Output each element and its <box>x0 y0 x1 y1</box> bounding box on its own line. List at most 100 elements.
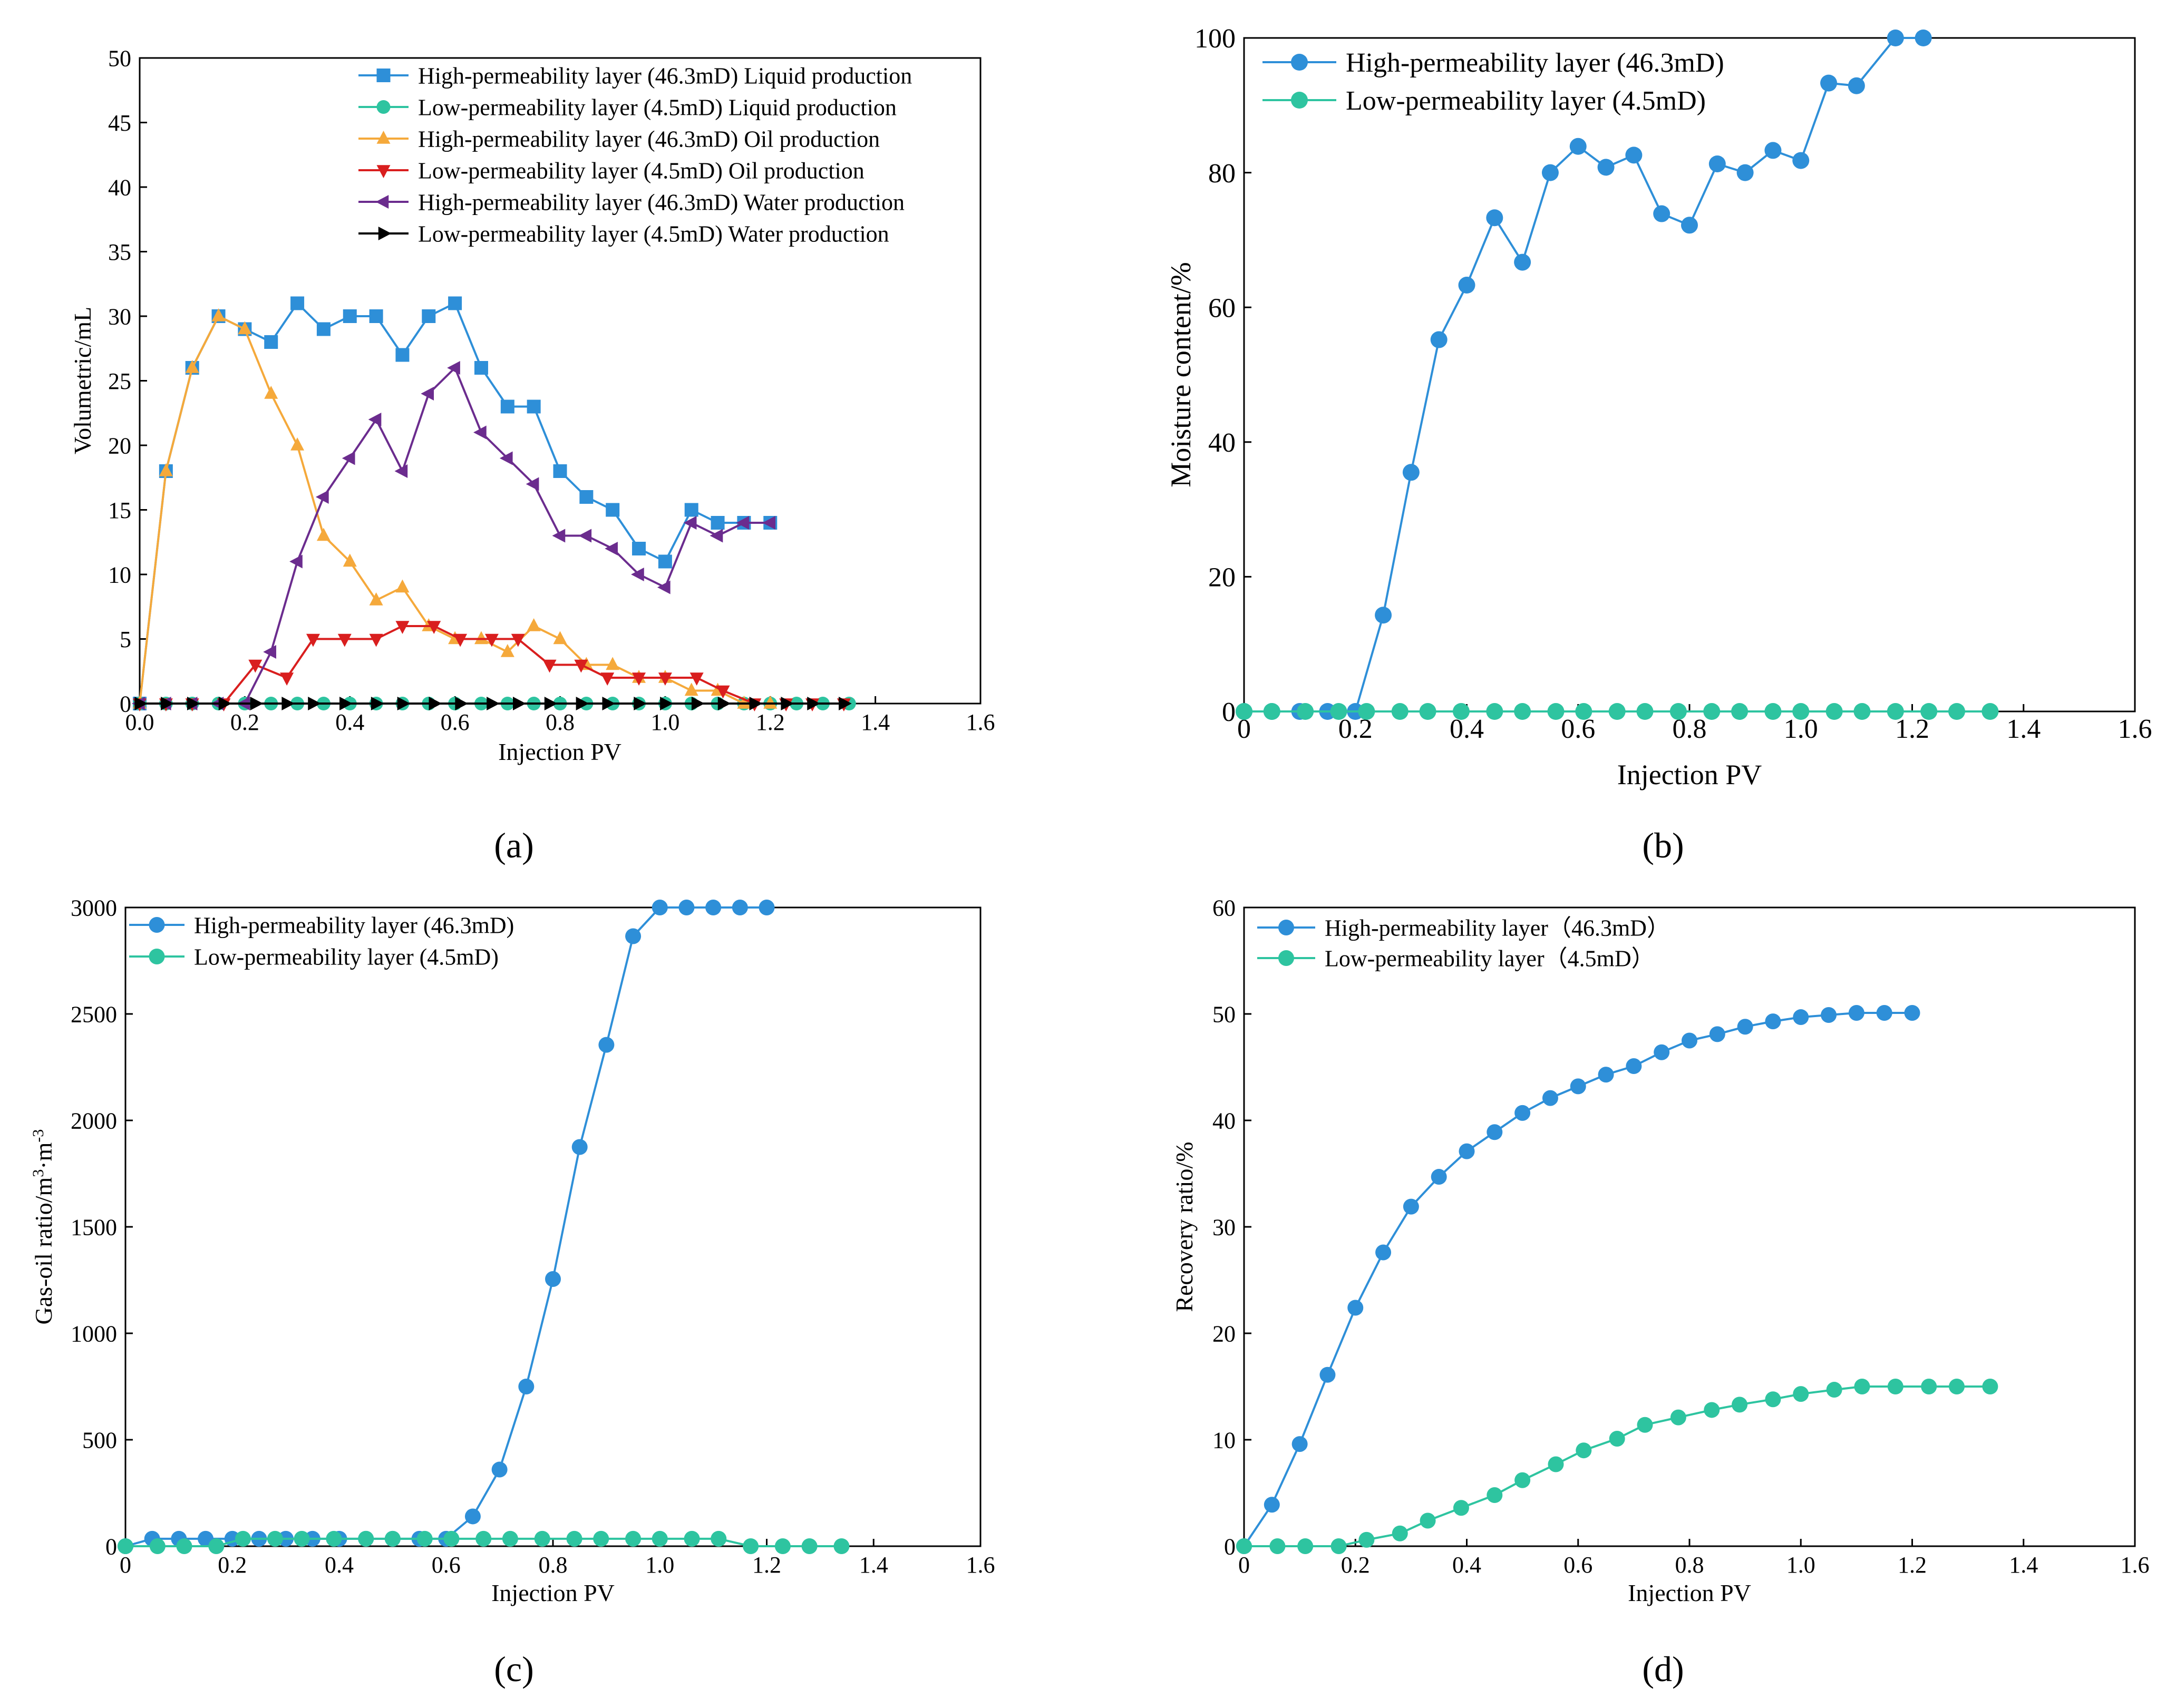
x-tick-label: 0.8 <box>546 709 575 735</box>
data-point <box>605 542 618 555</box>
data-point <box>1848 1004 1864 1021</box>
data-point <box>1709 1026 1725 1042</box>
data-point <box>369 309 383 323</box>
x-tick-label: 0.8 <box>1675 1552 1704 1578</box>
data-point <box>1887 703 1904 720</box>
data-point <box>1347 1300 1364 1316</box>
data-point <box>762 516 775 530</box>
data-point <box>1420 1512 1436 1529</box>
data-point <box>711 1530 727 1547</box>
legend-swatch-marker <box>376 165 391 178</box>
series-layer <box>1236 30 1999 720</box>
series-1 <box>133 296 778 710</box>
data-point <box>316 528 331 541</box>
y-tick-label: 0 <box>105 1534 117 1559</box>
y-tick-label: 50 <box>1212 1001 1236 1027</box>
data-point <box>513 697 526 710</box>
data-point <box>801 1538 818 1554</box>
data-point <box>395 621 410 634</box>
legend: High-permeability layer（46.3mD） Low-perme… <box>1257 915 1670 971</box>
data-point <box>500 644 514 657</box>
data-point <box>763 696 778 709</box>
y-axis-label-sup: 3 <box>30 1169 47 1177</box>
data-point <box>1792 703 1810 720</box>
x-tick-label: 0.6 <box>432 1552 461 1578</box>
data-point <box>1375 607 1392 624</box>
data-point <box>464 1508 481 1525</box>
data-point <box>781 697 794 710</box>
data-point <box>717 697 731 710</box>
data-point <box>1820 74 1838 92</box>
data-point <box>1392 1525 1408 1541</box>
data-point <box>371 697 384 710</box>
legend-label: High-permeability layer (46.3mD) Liquid … <box>418 63 912 89</box>
data-point <box>149 1538 166 1554</box>
x-tick-label: 1.6 <box>2121 1552 2150 1578</box>
data-point <box>1297 1538 1314 1554</box>
data-point <box>737 696 751 709</box>
data-point <box>343 553 357 567</box>
data-point <box>368 413 382 426</box>
data-point <box>1821 1007 1837 1023</box>
y-tick-label: 3000 <box>71 895 117 921</box>
data-point <box>683 516 697 530</box>
data-point <box>1263 703 1280 720</box>
data-point <box>1636 703 1654 720</box>
panel-caption: (a) <box>494 825 533 865</box>
x-tick-label: 1.0 <box>1786 1552 1815 1578</box>
legend-item: High-permeability layer (46.3mD) Water p… <box>358 189 905 215</box>
x-tick-label: 0.8 <box>539 1552 568 1578</box>
data-point <box>306 633 320 647</box>
series-1 <box>118 900 775 1554</box>
data-point <box>1609 1430 1625 1447</box>
legend-label: Low-permeability layer（4.5mD） <box>1325 945 1655 971</box>
data-point <box>736 516 750 530</box>
data-point <box>833 1538 850 1554</box>
data-point <box>1682 1032 1697 1049</box>
series-layer <box>1236 1004 1998 1554</box>
y-axis-label: Volumetric/mL <box>69 307 96 454</box>
y-tick-label: 50 <box>108 45 131 71</box>
data-point <box>552 529 566 543</box>
data-point <box>1949 1379 1965 1394</box>
x-tick-label: 0.6 <box>1563 1552 1592 1578</box>
data-point <box>475 1530 492 1547</box>
data-point <box>1625 147 1643 164</box>
x-tick-label: 1.4 <box>861 709 890 735</box>
y-tick-label: 25 <box>108 368 131 394</box>
data-point <box>1793 1386 1809 1402</box>
data-point <box>593 1530 609 1547</box>
x-tick-label: 1.2 <box>1895 714 1929 744</box>
data-point <box>1731 703 1749 720</box>
data-point <box>326 1530 342 1547</box>
data-point <box>1764 142 1782 159</box>
data-point <box>1458 277 1475 294</box>
data-point <box>1547 703 1565 720</box>
data-point <box>1792 152 1810 169</box>
y-tick-label: 20 <box>108 433 131 458</box>
x-tick-label: 0.4 <box>1452 1552 1481 1578</box>
panel-caption: (d) <box>1642 1649 1684 1689</box>
data-point <box>453 633 468 647</box>
data-point <box>1514 1472 1531 1488</box>
data-point <box>1570 1078 1586 1095</box>
x-tick-label: 0 <box>1238 1552 1250 1578</box>
y-tick-label: 0 <box>1222 697 1236 727</box>
data-point <box>159 463 173 476</box>
series-line <box>140 367 771 705</box>
data-point <box>1854 1379 1870 1394</box>
data-point <box>631 568 644 581</box>
data-point <box>289 554 303 569</box>
legend: High-permeability layer (46.3mD) Low-perm… <box>129 912 514 970</box>
data-point <box>1358 703 1375 720</box>
x-axis-ticks: 0 0.2 0.4 0.6 0.8 1.0 1.2 1.4 1.6 <box>120 1539 995 1578</box>
panel-c: 0 0.2 0.4 0.6 0.8 1.0 1.2 1.4 1.6 0 500 1000 1500 20… <box>30 895 995 1689</box>
data-point <box>1915 30 1932 46</box>
data-point <box>634 697 647 710</box>
legend-swatch-marker <box>1278 920 1294 935</box>
data-point <box>1431 1169 1447 1185</box>
series-line <box>1244 37 1924 713</box>
panel-caption: (c) <box>494 1649 533 1689</box>
y-tick-label: 2500 <box>71 1001 117 1027</box>
data-point <box>1826 1382 1842 1398</box>
